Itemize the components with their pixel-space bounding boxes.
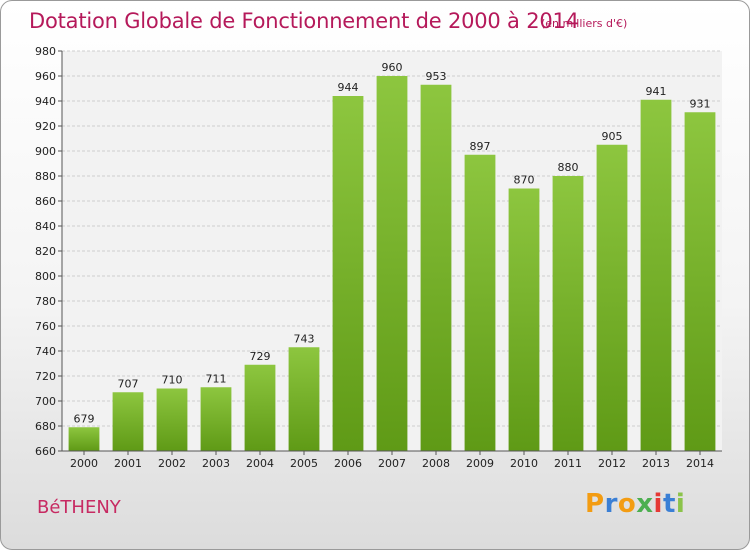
- bar-value-label: 905: [602, 130, 623, 143]
- bar-2003: [200, 387, 232, 451]
- bar-value-label: 870: [514, 174, 535, 187]
- bar-value-label: 743: [294, 332, 315, 345]
- bar-value-label: 711: [206, 372, 227, 385]
- axes: 660 680 700 720 740 760 780 800 820 840 860 880 900 9…: [35, 45, 722, 470]
- x-tick-label: 2010: [510, 457, 538, 470]
- logo-letter: t: [662, 489, 676, 519]
- bar-value-label: 960: [382, 61, 403, 74]
- bar-2007: [376, 76, 408, 451]
- x-tick-label: 2014: [686, 457, 714, 470]
- bar-2006: [332, 96, 364, 451]
- x-tick-label: 2013: [642, 457, 670, 470]
- bar-2001: [112, 392, 144, 451]
- x-tick-label: 2012: [598, 457, 626, 470]
- bar-2004: [244, 364, 276, 451]
- y-tick-label: 860: [35, 195, 56, 208]
- y-tick-label: 680: [35, 420, 56, 433]
- x-tick-label: 2006: [334, 457, 362, 470]
- logo-letter: x: [636, 489, 654, 519]
- bar-2010: [508, 188, 540, 451]
- commune-name: BéTHENY: [37, 497, 121, 518]
- bar-value-label: 931: [690, 97, 711, 110]
- x-tick-label: 2007: [378, 457, 406, 470]
- bar-2011: [552, 176, 584, 451]
- y-tick-label: 820: [35, 245, 56, 258]
- x-tick-label: 2002: [158, 457, 186, 470]
- logo-letter: i: [675, 489, 686, 519]
- y-tick-label: 800: [35, 270, 56, 283]
- bar-value-label: 729: [250, 350, 271, 363]
- y-tick-label: 760: [35, 320, 56, 333]
- logo-letter: P: [585, 489, 605, 519]
- y-tick-label: 880: [35, 170, 56, 183]
- y-tick-label: 840: [35, 220, 56, 233]
- proxiti-logo: Proxiti: [585, 489, 685, 519]
- x-tick-label: 2001: [114, 457, 142, 470]
- bar-value-label: 880: [558, 161, 579, 174]
- bar-value-label: 707: [118, 377, 139, 390]
- y-tick-label: 900: [35, 145, 56, 158]
- x-tick-label: 2009: [466, 457, 494, 470]
- bar-2002: [156, 388, 188, 451]
- bar-value-label: 953: [426, 70, 447, 83]
- logo-letter: r: [604, 489, 618, 519]
- x-tick-label: 2011: [554, 457, 582, 470]
- y-tick-label: 740: [35, 345, 56, 358]
- y-tick-label: 980: [35, 45, 56, 58]
- bar-2008: [420, 84, 452, 451]
- y-tick-label: 960: [35, 70, 56, 83]
- y-tick-label: 660: [35, 445, 56, 458]
- bar-value-label: 897: [470, 140, 491, 153]
- bar-2013: [640, 99, 672, 451]
- x-tick-label: 2005: [290, 457, 318, 470]
- bar-value-label: 679: [74, 412, 95, 425]
- bar-value-label: 710: [162, 374, 183, 387]
- logo-letter: i: [653, 489, 663, 519]
- y-tick-label: 940: [35, 95, 56, 108]
- x-tick-label: 2008: [422, 457, 450, 470]
- chart-title: Dotation Globale de Fonctionnement de 20…: [29, 9, 579, 33]
- bar-2014: [684, 112, 716, 451]
- bar-2012: [596, 144, 628, 451]
- bars: 679 707 710 711 729 743 944 960 953 897 870 880 905 9…: [68, 61, 716, 451]
- y-tick-label: 720: [35, 370, 56, 383]
- logo-letter: o: [617, 489, 637, 519]
- x-tick-label: 2000: [70, 457, 98, 470]
- chart-subtitle: (en milliers d'€): [541, 17, 628, 30]
- y-tick-label: 780: [35, 295, 56, 308]
- bar-value-label: 944: [338, 81, 359, 94]
- bar-2000: [68, 427, 100, 451]
- y-tick-label: 700: [35, 395, 56, 408]
- y-tick-label: 920: [35, 120, 56, 133]
- bar-2009: [464, 154, 496, 451]
- bar-2005: [288, 347, 320, 451]
- x-tick-label: 2004: [246, 457, 274, 470]
- bar-value-label: 941: [646, 85, 667, 98]
- x-tick-label: 2003: [202, 457, 230, 470]
